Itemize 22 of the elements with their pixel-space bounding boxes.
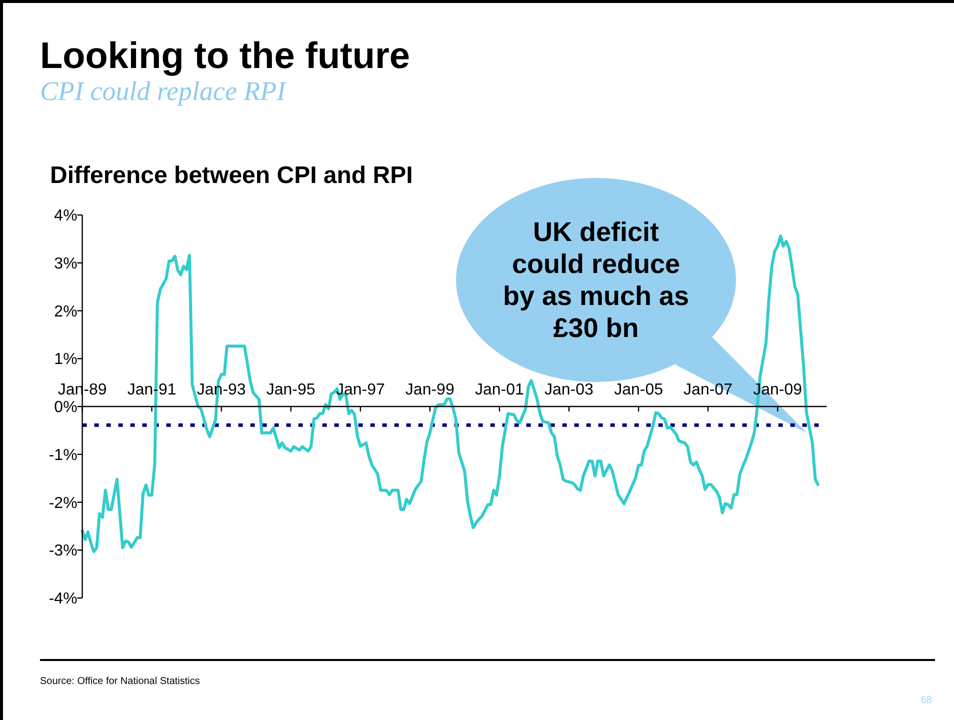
y-tick-label: -4% xyxy=(48,590,78,608)
y-tick-label: 1% xyxy=(54,351,78,368)
annotation: UK deficit could reduce by as much as £30 bn xyxy=(502,217,690,343)
y-tick-label: 3% xyxy=(54,255,78,272)
x-tick-label: Jan-05 xyxy=(614,382,664,398)
y-tick-label: 0% xyxy=(54,399,78,416)
y-axis-title: Difference between CPI and RPI xyxy=(50,162,413,189)
x-tick-label: Jan-03 xyxy=(544,382,594,398)
source-note: Source: Office for National Statistics xyxy=(40,676,200,687)
x-tick-label: Jan-99 xyxy=(405,382,454,398)
chart-title: Looking to the future xyxy=(40,35,410,76)
x-tick-label: Jan-97 xyxy=(336,382,385,398)
text: 68 xyxy=(920,695,932,706)
y-tick-label: 4% xyxy=(54,208,78,225)
y-tick-label: -3% xyxy=(48,542,78,560)
chart-subtitle: CPI could replace RPI xyxy=(40,76,288,106)
x-tick-label: Jan-01 xyxy=(475,382,524,398)
y-tick-label: 2% xyxy=(54,303,78,320)
x-tick-label: Jan-95 xyxy=(266,382,316,398)
x-tick-label: Jan-07 xyxy=(684,382,733,398)
y-tick-label: -1% xyxy=(48,446,78,464)
y-tick-label: -2% xyxy=(48,494,78,512)
